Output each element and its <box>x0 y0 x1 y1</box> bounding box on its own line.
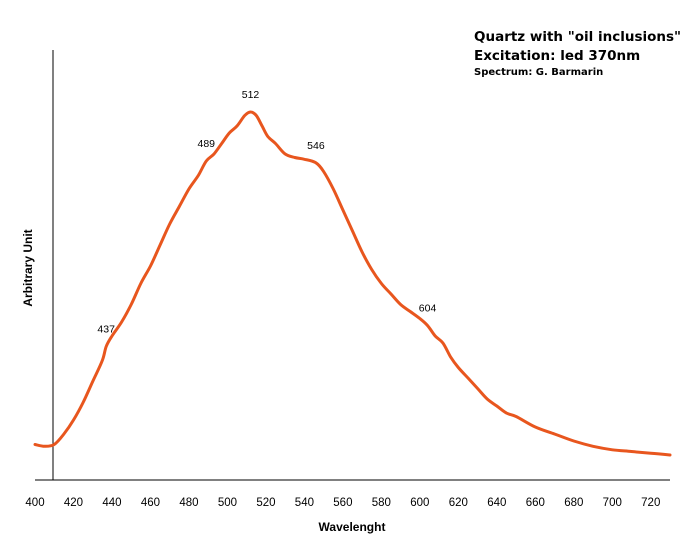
chart-credit: Spectrum: G. Barmarin <box>474 67 604 78</box>
peak-label: 604 <box>419 303 437 315</box>
x-tick-labels: 400 420 440 460 480 500 520 540 560 580 600 620 640 6… <box>25 497 660 509</box>
x-tick-label: 420 <box>64 497 83 509</box>
x-tick-label: 660 <box>526 497 545 509</box>
peak-label: 546 <box>307 140 325 152</box>
x-tick-label: 520 <box>256 497 275 509</box>
chart-title: Quartz with "oil inclusions" <box>474 29 682 45</box>
x-tick-label: 580 <box>372 497 391 509</box>
peak-label: 437 <box>97 324 115 336</box>
y-axis-title: Arbitrary Unit <box>21 229 35 306</box>
peak-label: 489 <box>197 138 215 150</box>
x-tick-label: 500 <box>218 497 237 509</box>
x-tick-label: 540 <box>295 497 314 509</box>
x-tick-label: 640 <box>487 497 506 509</box>
axes <box>35 50 670 481</box>
x-tick-label: 600 <box>410 497 429 509</box>
x-axis-title: Wavelenght <box>319 520 386 534</box>
peak-annotations: 437 489 512 546 604 <box>97 89 436 336</box>
x-tick-label: 560 <box>333 497 352 509</box>
x-tick-label: 400 <box>25 497 44 509</box>
x-tick-label: 620 <box>449 497 468 509</box>
x-tick-label: 440 <box>102 497 121 509</box>
peak-label: 512 <box>242 89 260 101</box>
x-tick-label: 720 <box>641 497 660 509</box>
chart-title-block: Quartz with "oil inclusions" Excitation:… <box>474 28 681 80</box>
x-tick-label: 460 <box>141 497 160 509</box>
x-tick-label: 680 <box>564 497 583 509</box>
series-line <box>33 110 672 457</box>
x-tick-label: 700 <box>603 497 622 509</box>
series <box>33 110 672 457</box>
chart-subtitle: Excitation: led 370nm <box>474 48 641 64</box>
x-tick-label: 480 <box>179 497 198 509</box>
